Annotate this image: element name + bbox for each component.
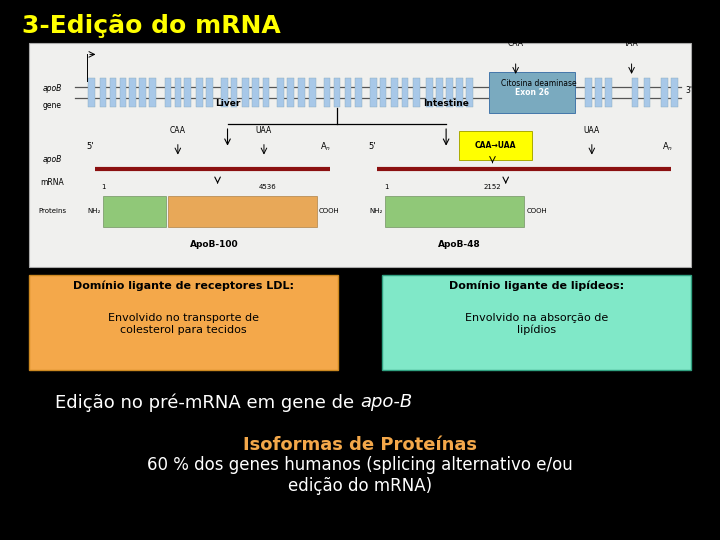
Text: COOH: COOH <box>527 208 548 214</box>
Bar <box>140 78 146 107</box>
Bar <box>370 78 377 107</box>
Bar <box>109 78 116 107</box>
Bar <box>459 131 532 160</box>
Bar <box>165 78 171 107</box>
Text: apo-B: apo-B <box>360 393 413 411</box>
Bar <box>466 78 472 107</box>
Text: 3-Edição do mRNA: 3-Edição do mRNA <box>22 14 280 37</box>
Text: Citosina deaminase: Citosina deaminase <box>501 79 577 88</box>
Text: Liver: Liver <box>215 99 240 108</box>
Bar <box>99 78 107 107</box>
Text: apoB: apoB <box>42 84 62 92</box>
Bar <box>197 78 203 107</box>
Bar <box>309 78 315 107</box>
Text: Domínio ligante de receptores LDL:: Domínio ligante de receptores LDL: <box>73 281 294 291</box>
Text: A$_n$: A$_n$ <box>662 140 674 152</box>
Bar <box>426 78 433 107</box>
Bar <box>489 72 575 113</box>
Bar <box>671 78 678 107</box>
Text: mRNA: mRNA <box>40 178 64 187</box>
Bar <box>221 78 228 107</box>
Bar <box>385 195 524 227</box>
Text: 60 % dos genes humanos (splicing alternativo e/ou
edição do mRNA): 60 % dos genes humanos (splicing alterna… <box>147 456 573 495</box>
Text: COOH: COOH <box>318 208 339 214</box>
Text: CAA: CAA <box>508 39 523 48</box>
Bar <box>631 78 638 107</box>
Bar <box>402 78 408 107</box>
Text: 4536: 4536 <box>258 184 276 190</box>
Bar <box>345 78 351 107</box>
Bar <box>391 78 397 107</box>
Bar <box>103 195 166 227</box>
Text: 5': 5' <box>86 142 94 151</box>
Text: 5': 5' <box>368 142 376 151</box>
Bar <box>662 78 668 107</box>
Bar <box>168 195 317 227</box>
Bar <box>120 78 126 107</box>
Text: 3': 3' <box>686 86 693 94</box>
Bar <box>130 78 136 107</box>
Bar <box>174 78 181 107</box>
Text: ApoB-100: ApoB-100 <box>190 240 238 249</box>
Text: gene: gene <box>42 102 61 111</box>
Text: CAA: CAA <box>170 126 186 135</box>
Text: 2152: 2152 <box>484 184 501 190</box>
Bar <box>242 78 248 107</box>
Text: A$_n$: A$_n$ <box>320 140 331 152</box>
Bar <box>436 78 443 107</box>
Bar <box>231 78 238 107</box>
Text: 1: 1 <box>384 184 389 190</box>
Bar <box>456 78 463 107</box>
Text: Edição no pré-mRNA em gene de: Edição no pré-mRNA em gene de <box>55 393 360 411</box>
Bar <box>89 78 95 107</box>
Bar <box>585 78 592 107</box>
Text: Exon 26: Exon 26 <box>516 88 549 97</box>
Text: Envolvido na absorção de
lipídios: Envolvido na absorção de lipídios <box>465 313 608 335</box>
Bar <box>644 78 650 107</box>
Bar <box>605 78 612 107</box>
Bar <box>207 78 213 107</box>
Bar <box>356 78 362 107</box>
Bar <box>323 78 330 107</box>
Text: Intestine: Intestine <box>423 99 469 108</box>
Text: NH₂: NH₂ <box>87 208 100 214</box>
Text: UAA: UAA <box>584 126 600 135</box>
Text: Proteins: Proteins <box>38 208 66 214</box>
FancyBboxPatch shape <box>29 275 338 370</box>
Text: ApoB-48: ApoB-48 <box>438 240 481 249</box>
Bar <box>413 78 420 107</box>
Bar <box>252 78 258 107</box>
Text: Envolvido no transporte de
colesterol para tecidos: Envolvido no transporte de colesterol pa… <box>108 313 259 335</box>
Text: Domínio ligante de lipídeos:: Domínio ligante de lipídeos: <box>449 281 624 291</box>
Bar <box>184 78 191 107</box>
Text: apoB: apoB <box>42 155 62 164</box>
FancyBboxPatch shape <box>29 43 691 267</box>
Bar <box>298 78 305 107</box>
Text: TAA: TAA <box>624 39 639 48</box>
Bar <box>446 78 453 107</box>
Bar <box>263 78 269 107</box>
Bar <box>287 78 294 107</box>
Bar <box>380 78 387 107</box>
Text: UAA: UAA <box>256 126 272 135</box>
Text: 1: 1 <box>102 184 106 190</box>
Bar <box>333 78 340 107</box>
Text: CAA→UAA: CAA→UAA <box>475 140 516 150</box>
Text: NH₂: NH₂ <box>370 208 383 214</box>
Bar <box>277 78 284 107</box>
Bar <box>149 78 156 107</box>
Text: Isoformas de Proteínas: Isoformas de Proteínas <box>243 436 477 455</box>
FancyBboxPatch shape <box>382 275 691 370</box>
Bar <box>595 78 602 107</box>
